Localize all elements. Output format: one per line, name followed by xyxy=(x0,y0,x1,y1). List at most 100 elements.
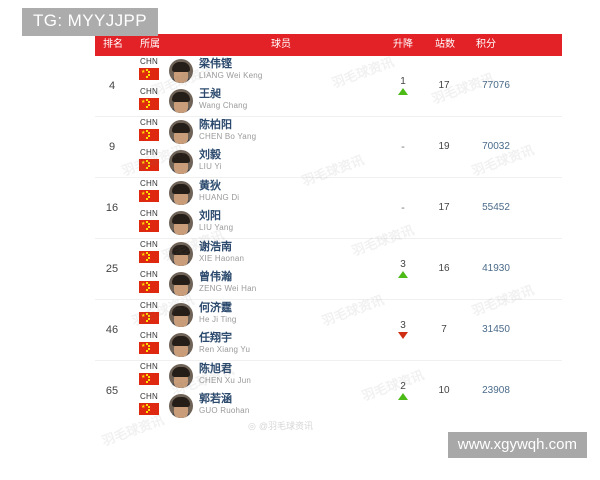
cell-players: CHN ★ 谢浩南 XIE Haonan CHN ★ 曾伟瀚 ZENG Wei Han xyxy=(133,239,383,299)
player-name-en: Wang Chang xyxy=(199,101,248,110)
player-entry[interactable]: CHN ★ 陈旭君 CHEN Xu Jun xyxy=(133,361,383,391)
cell-points: 55452 xyxy=(482,202,510,213)
player-name-cn: 刘毅 xyxy=(199,149,221,161)
column-header-stations: 站数 xyxy=(435,39,455,50)
player-name-en: HUANG Di xyxy=(199,193,240,202)
player-entry[interactable]: CHN ★ 王昶 Wang Chang xyxy=(133,86,383,116)
cell-rank: 25 xyxy=(105,263,119,275)
team-code: CHN xyxy=(140,148,158,157)
avatar xyxy=(169,181,193,205)
player-name-en: ZENG Wei Han xyxy=(199,284,257,293)
player-name-en: Ren Xiang Yu xyxy=(199,345,251,354)
player-entry[interactable]: CHN ★ 刘毅 LIU Yi xyxy=(133,147,383,177)
player-entry[interactable]: CHN ★ 陈柏阳 CHEN Bo Yang xyxy=(133,117,383,147)
player-names: 何济霆 He Ji Ting xyxy=(199,302,374,325)
change-indicator: 3 xyxy=(383,320,423,339)
player-name-en: LIANG Wei Keng xyxy=(199,71,263,80)
cell-change: 2 xyxy=(383,361,423,421)
player-names: 王昶 Wang Chang xyxy=(199,88,374,111)
cell-stations: 17 xyxy=(438,202,450,213)
avatar xyxy=(169,242,193,266)
avatar xyxy=(169,59,193,83)
player-name-cn: 谢浩南 xyxy=(199,241,232,253)
avatar xyxy=(169,333,193,357)
player-entry[interactable]: CHN ★ 何济霆 He Ji Ting xyxy=(133,300,383,330)
player-name-cn: 梁伟铿 xyxy=(199,58,232,70)
column-header-change: 升降 xyxy=(393,39,413,50)
china-flag-icon: ★ xyxy=(139,312,159,324)
avatar xyxy=(169,394,193,418)
arrow-up-icon xyxy=(398,88,408,95)
player-entry[interactable]: CHN ★ 郭若涵 GUO Ruohan xyxy=(133,391,383,421)
china-flag-icon: ★ xyxy=(139,68,159,80)
team-block: CHN ★ xyxy=(133,179,165,202)
column-header-rank: 排名 xyxy=(103,39,123,50)
team-code: CHN xyxy=(140,87,158,96)
cell-stations: 7 xyxy=(441,324,447,335)
player-names: 刘毅 LIU Yi xyxy=(199,149,374,172)
team-code: CHN xyxy=(140,209,158,218)
change-none-dash: - xyxy=(401,202,405,214)
team-block: CHN ★ xyxy=(133,87,165,110)
team-code: CHN xyxy=(140,118,158,127)
player-name-en: GUO Ruohan xyxy=(199,406,250,415)
player-names: 黄狄 HUANG Di xyxy=(199,180,374,203)
cell-stations: 19 xyxy=(438,141,450,152)
player-entry[interactable]: CHN ★ 刘阳 LIU Yang xyxy=(133,208,383,238)
player-name-cn: 曾伟瀚 xyxy=(199,271,232,283)
arrow-up-icon xyxy=(398,393,408,400)
player-name-en: LIU Yang xyxy=(199,223,234,232)
player-names: 梁伟铿 LIANG Wei Keng xyxy=(199,58,374,81)
team-code: CHN xyxy=(140,301,158,310)
player-name-cn: 何济霆 xyxy=(199,302,232,314)
china-flag-icon: ★ xyxy=(139,159,159,171)
player-name-cn: 任翔宇 xyxy=(199,332,232,344)
table-row[interactable]: 16 CHN ★ 黄狄 HUANG Di CHN ★ 刘阳 LIU Yang - 17 55452 xyxy=(95,178,562,239)
cell-stations: 17 xyxy=(438,80,450,91)
player-entry[interactable]: CHN ★ 梁伟铿 LIANG Wei Keng xyxy=(133,56,383,86)
player-names: 谢浩南 XIE Haonan xyxy=(199,241,374,264)
weibo-watermark-text: @羽毛球资讯 xyxy=(258,421,313,431)
table-row[interactable]: 46 CHN ★ 何济霆 He Ji Ting CHN ★ 任翔宇 Ren Xiang Yu 3 7… xyxy=(95,300,562,361)
player-entry[interactable]: CHN ★ 黄狄 HUANG Di xyxy=(133,178,383,208)
team-code: CHN xyxy=(140,270,158,279)
cell-points: 23908 xyxy=(482,385,510,396)
china-flag-icon: ★ xyxy=(139,342,159,354)
player-entry[interactable]: CHN ★ 谢浩南 XIE Haonan xyxy=(133,239,383,269)
cell-change: 3 xyxy=(383,300,423,360)
cell-change: - xyxy=(383,117,423,177)
cell-change: 3 xyxy=(383,239,423,299)
team-block: CHN ★ xyxy=(133,148,165,171)
cell-rank: 46 xyxy=(105,324,119,336)
cell-rank: 4 xyxy=(108,80,116,92)
cell-change: - xyxy=(383,178,423,238)
avatar xyxy=(169,120,193,144)
team-block: CHN ★ xyxy=(133,392,165,415)
cell-stations: 10 xyxy=(438,385,450,396)
table-row[interactable]: 4 CHN ★ 梁伟铿 LIANG Wei Keng CHN ★ 王昶 Wang Chang 1 1… xyxy=(95,56,562,117)
player-name-cn: 陈柏阳 xyxy=(199,119,232,131)
team-block: CHN ★ xyxy=(133,301,165,324)
table-header-row: 排名 所属 球员 升降 站数 积分 xyxy=(95,34,562,56)
table-row[interactable]: 9 CHN ★ 陈柏阳 CHEN Bo Yang CHN ★ 刘毅 LIU Yi - 19 70032 xyxy=(95,117,562,178)
player-entry[interactable]: CHN ★ 曾伟瀚 ZENG Wei Han xyxy=(133,269,383,299)
player-entry[interactable]: CHN ★ 任翔宇 Ren Xiang Yu xyxy=(133,330,383,360)
cell-points: 41930 xyxy=(482,263,510,274)
table-row[interactable]: 25 CHN ★ 谢浩南 XIE Haonan CHN ★ 曾伟瀚 ZENG Wei Han 3 1… xyxy=(95,239,562,300)
change-value: 1 xyxy=(400,76,406,87)
cell-points: 77076 xyxy=(482,80,510,91)
change-value: 3 xyxy=(400,320,406,331)
column-header-points: 积分 xyxy=(476,39,496,50)
china-flag-icon: ★ xyxy=(139,373,159,385)
china-flag-icon: ★ xyxy=(139,190,159,202)
player-names: 陈旭君 CHEN Xu Jun xyxy=(199,363,374,386)
team-code: CHN xyxy=(140,240,158,249)
avatar xyxy=(169,303,193,327)
player-name-en: CHEN Xu Jun xyxy=(199,376,251,385)
table-row[interactable]: 65 CHN ★ 陈旭君 CHEN Xu Jun CHN ★ 郭若涵 GUO Ruohan 2 10… xyxy=(95,361,562,421)
cell-change: 1 xyxy=(383,56,423,116)
cell-stations: 16 xyxy=(438,263,450,274)
team-block: CHN ★ xyxy=(133,362,165,385)
weibo-icon: ◎ xyxy=(248,421,256,431)
team-code: CHN xyxy=(140,392,158,401)
